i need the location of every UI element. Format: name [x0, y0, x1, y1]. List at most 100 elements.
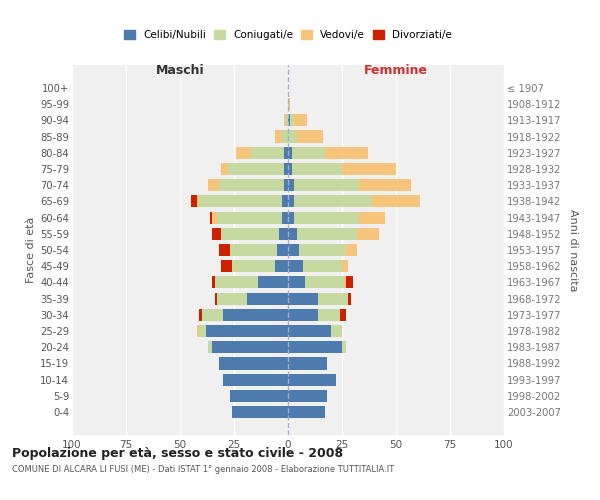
Bar	[286, 114, 288, 126]
Bar	[230, 244, 277, 256]
Bar	[346, 276, 353, 288]
Bar	[349, 292, 350, 304]
Bar	[210, 212, 212, 224]
Bar	[199, 325, 206, 337]
Bar	[288, 309, 318, 321]
Bar	[295, 114, 307, 126]
Bar	[212, 276, 215, 288]
Bar	[281, 212, 288, 224]
Bar	[277, 244, 288, 256]
Text: Maschi: Maschi	[155, 64, 205, 76]
Bar	[292, 163, 342, 175]
Text: COMUNE DI ALCARA LI FUSI (ME) - Dati ISTAT 1° gennaio 2008 - Elaborazione TUTTIT: COMUNE DI ALCARA LI FUSI (ME) - Dati IST…	[12, 466, 394, 474]
Bar	[275, 260, 288, 272]
Bar	[359, 212, 385, 224]
Legend: Celibi/Nubili, Coniugati/e, Vedovi/e, Divorziati/e: Celibi/Nubili, Coniugati/e, Vedovi/e, Di…	[120, 26, 456, 44]
Bar	[340, 309, 346, 321]
Bar	[275, 130, 281, 142]
Bar	[212, 212, 217, 224]
Bar	[223, 374, 288, 386]
Bar	[290, 114, 295, 126]
Bar	[288, 406, 325, 418]
Bar	[197, 325, 199, 337]
Bar	[221, 228, 280, 240]
Bar	[288, 325, 331, 337]
Bar	[292, 146, 325, 159]
Bar	[295, 196, 372, 207]
Bar	[288, 163, 292, 175]
Bar	[331, 325, 342, 337]
Bar	[284, 179, 288, 191]
Bar	[288, 212, 295, 224]
Bar	[288, 374, 335, 386]
Bar	[247, 292, 288, 304]
Bar	[325, 146, 368, 159]
Text: Femmine: Femmine	[364, 64, 428, 76]
Bar	[284, 114, 286, 126]
Bar	[217, 212, 281, 224]
Bar	[288, 390, 327, 402]
Bar	[288, 244, 299, 256]
Bar	[199, 196, 281, 207]
Bar	[372, 196, 420, 207]
Bar	[232, 260, 275, 272]
Bar	[299, 244, 346, 256]
Bar	[342, 260, 349, 272]
Bar	[359, 179, 411, 191]
Bar	[295, 212, 359, 224]
Bar	[221, 163, 227, 175]
Bar	[208, 341, 212, 353]
Bar	[227, 163, 284, 175]
Bar	[296, 130, 323, 142]
Bar	[318, 309, 340, 321]
Bar	[305, 276, 344, 288]
Bar	[288, 146, 292, 159]
Bar	[221, 260, 232, 272]
Bar	[215, 276, 258, 288]
Bar	[342, 163, 396, 175]
Bar	[303, 260, 342, 272]
Bar	[230, 390, 288, 402]
Bar	[281, 130, 288, 142]
Bar	[288, 260, 303, 272]
Bar	[288, 358, 327, 370]
Bar	[281, 196, 288, 207]
Bar	[288, 114, 290, 126]
Bar	[284, 146, 288, 159]
Bar	[357, 228, 379, 240]
Bar	[284, 163, 288, 175]
Bar	[346, 244, 357, 256]
Bar	[288, 292, 318, 304]
Bar	[219, 244, 230, 256]
Bar	[251, 146, 284, 159]
Text: Popolazione per età, sesso e stato civile - 2008: Popolazione per età, sesso e stato civil…	[12, 448, 343, 460]
Bar	[295, 179, 359, 191]
Bar	[236, 146, 251, 159]
Bar	[288, 179, 295, 191]
Bar	[288, 276, 305, 288]
Bar	[288, 341, 342, 353]
Bar	[215, 292, 217, 304]
Bar	[288, 98, 290, 110]
Bar	[208, 179, 219, 191]
Bar	[202, 309, 223, 321]
Bar	[318, 292, 349, 304]
Bar	[288, 130, 296, 142]
Bar	[232, 406, 288, 418]
Bar	[258, 276, 288, 288]
Bar	[219, 358, 288, 370]
Y-axis label: Anni di nascita: Anni di nascita	[568, 209, 578, 291]
Bar	[344, 276, 346, 288]
Bar	[217, 292, 247, 304]
Bar	[288, 196, 295, 207]
Bar	[280, 228, 288, 240]
Bar	[206, 325, 288, 337]
Bar	[212, 341, 288, 353]
Bar	[191, 196, 197, 207]
Bar	[197, 196, 199, 207]
Bar	[342, 341, 346, 353]
Y-axis label: Fasce di età: Fasce di età	[26, 217, 36, 283]
Bar	[219, 179, 284, 191]
Bar	[223, 309, 288, 321]
Bar	[288, 228, 296, 240]
